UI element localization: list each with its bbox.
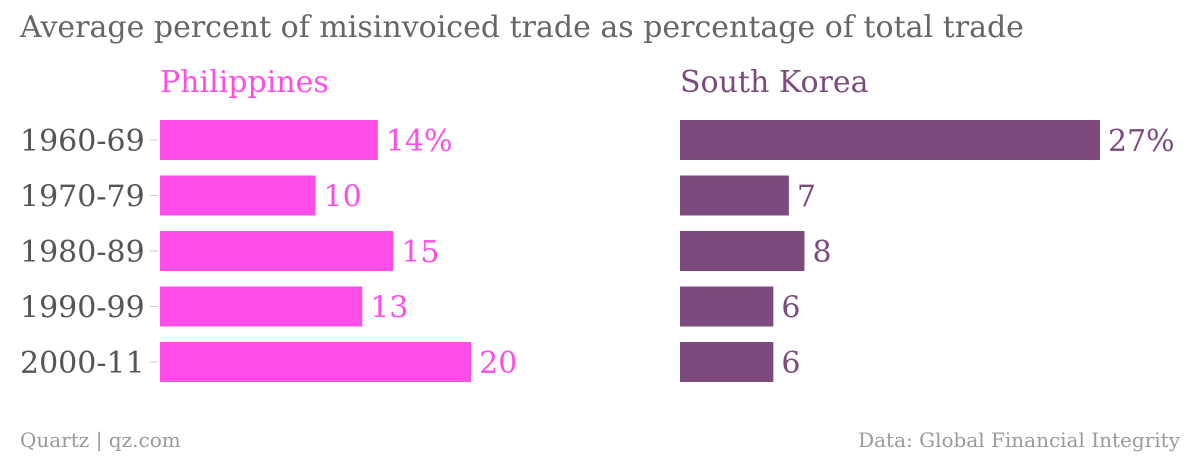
data-label: 27% xyxy=(1108,124,1175,159)
bar xyxy=(680,120,1100,160)
data-label: 10 xyxy=(324,180,362,215)
data-label: 6 xyxy=(781,346,800,381)
data-label: 15 xyxy=(401,235,439,270)
footer-credit: Quartz | qz.com xyxy=(20,428,181,452)
data-label: 6 xyxy=(781,291,800,326)
bar xyxy=(680,286,774,327)
bar xyxy=(160,286,363,327)
data-label: 20 xyxy=(479,346,517,381)
panel-title-philippines: Philippines xyxy=(160,65,329,100)
bar xyxy=(160,231,394,271)
category-label: 1960-69 xyxy=(20,124,145,159)
bar xyxy=(680,342,774,382)
category-label: 1990-99 xyxy=(20,291,145,326)
bar xyxy=(160,120,378,160)
chart-title: Average percent of misinvoiced trade as … xyxy=(20,10,1024,45)
data-label: 13 xyxy=(370,291,408,326)
data-label: 8 xyxy=(812,235,831,270)
bar xyxy=(680,175,789,216)
data-label: 7 xyxy=(797,180,816,215)
data-label: 14% xyxy=(386,124,453,159)
category-label: 2000-11 xyxy=(20,346,145,381)
category-label: 1980-89 xyxy=(20,235,145,270)
bar xyxy=(160,342,472,382)
panel-title-south-korea: South Korea xyxy=(680,65,869,100)
category-label: 1970-79 xyxy=(20,180,145,215)
footer-source: Data: Global Financial Integrity xyxy=(858,428,1180,452)
bar xyxy=(160,175,316,216)
bar xyxy=(680,231,805,271)
